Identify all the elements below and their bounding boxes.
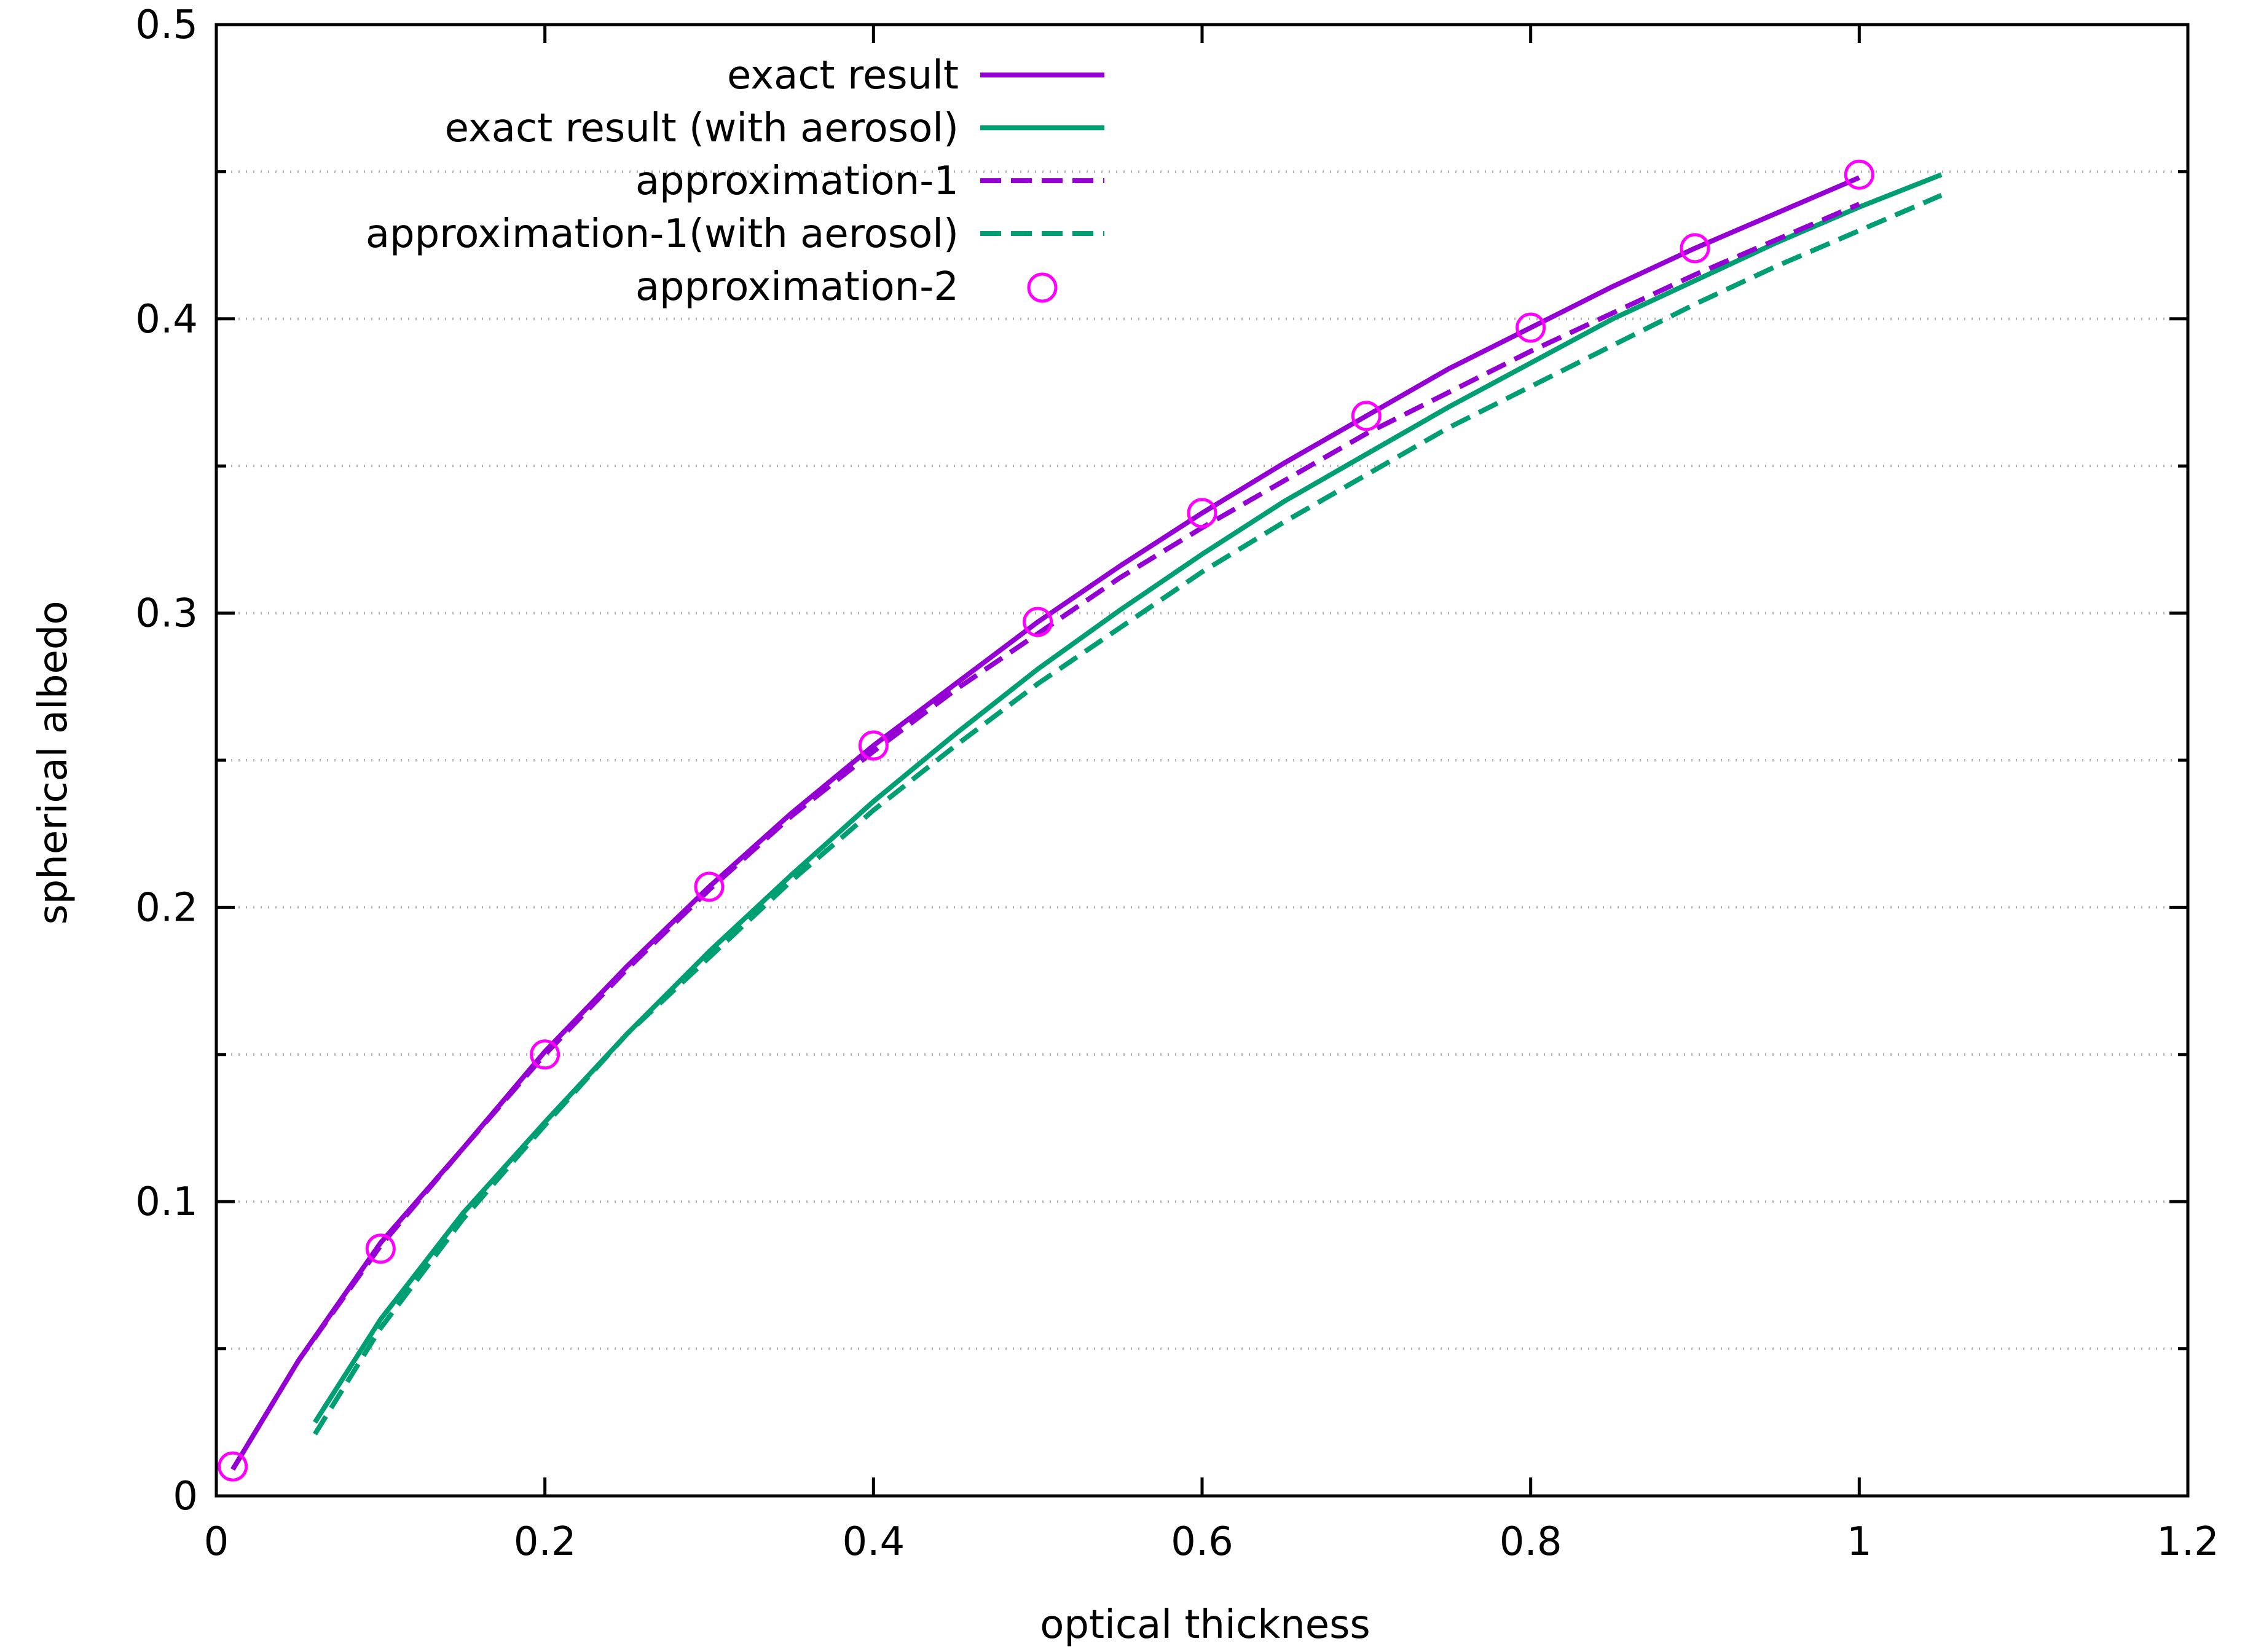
y-tick-label: 0 — [173, 1474, 198, 1519]
data-point — [1023, 607, 1053, 637]
axes-layer: 0 0.1 0.2 0.3 0.4 0.5 0 0.2 0.4 0.6 0.8 1 1.2 — [135, 2, 2219, 1565]
y-tick-label: 0.2 — [135, 885, 198, 930]
series-line — [313, 172, 1943, 1424]
legend-label: approximation-1(with aerosol) — [366, 211, 959, 257]
series-line — [313, 193, 1943, 1436]
y-tick-label: 0.5 — [135, 2, 198, 48]
x-tick-label: 0.4 — [842, 1519, 905, 1565]
x-axis-title: optical thickness — [1040, 1602, 1370, 1648]
x-tick-label: 0.8 — [1500, 1519, 1562, 1565]
legend-label: approximation-2 — [635, 264, 959, 310]
data-point — [1351, 401, 1382, 431]
data-point — [218, 1451, 248, 1482]
data-point — [694, 871, 725, 902]
data-point — [1680, 233, 1710, 264]
data-point — [365, 1233, 396, 1264]
x-tick-label: 1.2 — [2157, 1519, 2219, 1565]
x-tick-label: 1 — [1847, 1519, 1872, 1565]
y-tick-label: 0.1 — [135, 1179, 198, 1225]
data-point — [1187, 498, 1217, 529]
y-tick-label: 0.3 — [135, 591, 198, 637]
legend-label: exact result — [727, 53, 959, 98]
legend-marker — [1027, 272, 1058, 303]
y-tick-label: 0.4 — [135, 297, 198, 342]
x-tick-label: 0 — [204, 1519, 229, 1565]
data-point — [1844, 159, 1874, 190]
x-tick-label: 0.6 — [1171, 1519, 1233, 1565]
y-axis-title: spherical albedo — [31, 600, 76, 924]
data-point — [858, 730, 889, 761]
legend: exact result exact result (with aerosol) a… — [366, 53, 1104, 310]
x-tick-label: 0.2 — [514, 1519, 576, 1565]
data-point — [530, 1039, 560, 1070]
series-line — [230, 202, 1860, 1471]
series-layer — [218, 159, 1943, 1482]
data-point — [1516, 312, 1546, 343]
legend-label: exact result (with aerosol) — [445, 106, 959, 151]
legend-label: approximation-1 — [635, 159, 959, 204]
